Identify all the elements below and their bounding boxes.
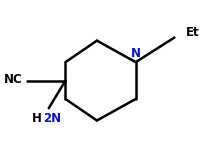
Text: 2N: 2N [43, 113, 62, 126]
Text: Et: Et [186, 27, 200, 40]
Text: H: H [31, 112, 41, 125]
Text: NC: NC [4, 73, 23, 86]
Text: N: N [131, 47, 141, 60]
